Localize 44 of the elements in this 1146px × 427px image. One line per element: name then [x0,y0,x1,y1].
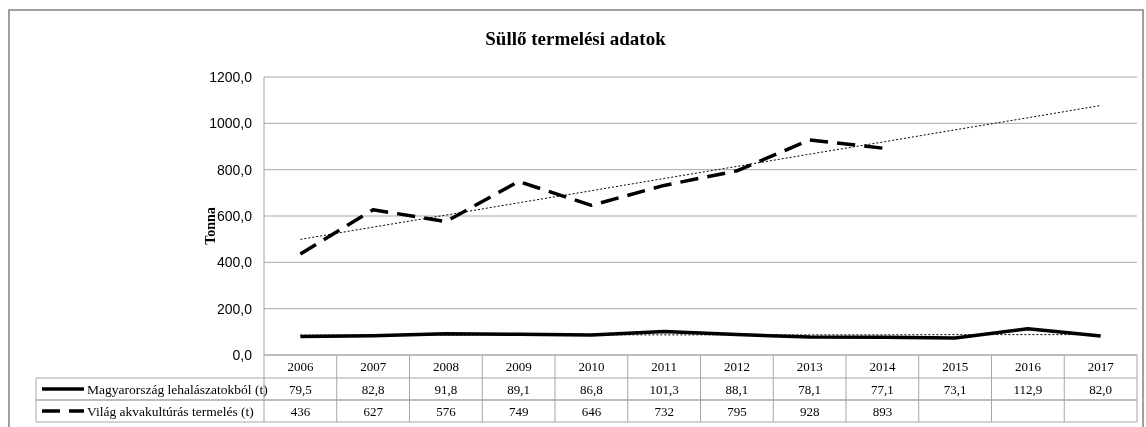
y-tick-label: 800,0 [216,161,253,178]
data-label: 112,9 [1013,381,1043,397]
y-tick-label: 200,0 [216,300,253,317]
data-label: 86,8 [580,381,603,397]
chart-title: Süllő termelési adatok [485,28,667,49]
data-label: 101,3 [649,381,679,397]
y-tick-label: 600,0 [216,207,253,224]
x-tick-label: 2007 [360,359,387,375]
data-label: 795 [727,403,747,419]
data-label: 82,0 [1089,381,1112,397]
x-tick-label: 2017 [1087,359,1115,375]
data-label: 893 [872,403,893,419]
legend-label: Világ akvakultúrás termelés (t) [87,403,254,419]
x-tick-label: 2008 [432,359,459,375]
x-tick-label: 2009 [505,359,532,375]
y-tick-label: 1000,0 [209,115,253,132]
data-label: 646 [581,403,602,419]
data-label: 436 [290,403,311,419]
y-tick-label: 0,0 [232,346,253,363]
x-tick-label: 2014 [869,359,896,375]
x-tick-label: 2013 [796,359,823,375]
x-tick-label: 2015 [942,359,969,375]
y-tick-label: 400,0 [216,254,253,271]
data-label: 91,8 [434,381,458,397]
x-tick-label: 2006 [287,359,314,375]
legend-label: Magyarország lehalászatokból (t) [87,381,268,397]
data-label: 82,8 [361,381,385,397]
x-tick-label: 2012 [723,359,750,375]
y-axis-title: Tonna [203,207,218,245]
data-label: 89,1 [507,381,530,397]
data-label: 627 [363,403,384,419]
data-label: 928 [799,403,820,419]
data-label: 73,1 [943,381,967,397]
data-label: 576 [436,403,457,419]
data-label: 732 [654,403,674,419]
data-label: 77,1 [871,381,894,397]
data-label: 79,5 [289,381,312,397]
data-label: 78,1 [798,381,821,397]
data-label: 88,1 [725,381,749,397]
data-label: 749 [508,403,529,419]
y-tick-label: 1200,0 [209,68,253,85]
x-tick-label: 2010 [578,359,605,375]
x-tick-label: 2011 [651,359,677,375]
x-tick-label: 2016 [1014,359,1042,375]
